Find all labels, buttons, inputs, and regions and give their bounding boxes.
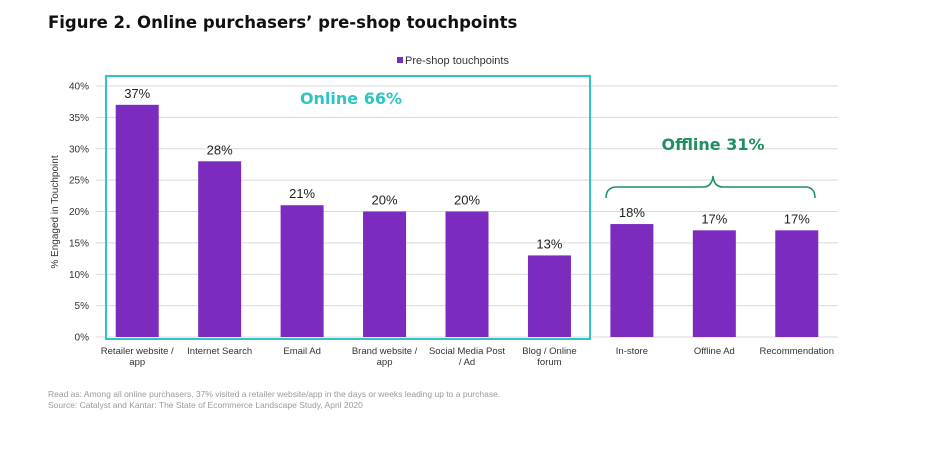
data-label: 21% (289, 186, 315, 201)
bar (363, 211, 407, 337)
data-label: 17% (701, 211, 727, 226)
legend-label: Pre-shop touchpoints (405, 55, 509, 67)
offline-group-label: Offline 31% (661, 135, 764, 154)
bar (198, 161, 242, 337)
y-tick-label: 15% (69, 238, 89, 249)
data-label: 20% (372, 193, 398, 208)
y-tick-label: 40% (69, 82, 89, 93)
x-tick-label: Email Ad (283, 346, 321, 357)
x-tick-label: / Ad (459, 357, 475, 368)
online-group-label: Online 66% (300, 89, 402, 108)
bar (775, 230, 819, 337)
legend-swatch (397, 57, 403, 63)
y-tick-label: 30% (69, 144, 89, 155)
source-note: Source: Catalyst and Kantar: The State o… (48, 400, 363, 410)
x-tick-label: Retailer website / (101, 346, 174, 357)
y-tick-label: 10% (69, 270, 89, 281)
y-tick-label: 20% (69, 207, 89, 218)
data-label: 20% (454, 193, 480, 208)
x-tick-label: forum (537, 357, 561, 368)
online-group-box (105, 75, 591, 340)
bar (692, 230, 736, 337)
bar (280, 205, 324, 337)
y-tick-label: 5% (75, 301, 90, 312)
x-tick-label: Offline Ad (694, 346, 735, 357)
x-tick-label: In-store (616, 346, 648, 357)
data-label: 28% (207, 142, 233, 157)
y-tick-label: 35% (69, 113, 89, 124)
offline-group-brace (605, 175, 816, 199)
x-tick-label: Recommendation (760, 346, 834, 357)
bar (115, 104, 159, 337)
y-tick-label: 0% (75, 333, 90, 344)
x-tick-label: Blog / Online (522, 346, 576, 357)
bar (445, 211, 489, 337)
bar (610, 224, 654, 337)
footnote: Read as: Among all online purchasers, 37… (48, 389, 501, 399)
y-tick-label: 25% (69, 176, 89, 187)
data-label: 18% (619, 205, 645, 220)
bars (115, 104, 819, 337)
y-axis-ticks: 0% 5% 10% 15% 20% 25% 30% 35% 40% (69, 82, 89, 344)
x-tick-label: Brand website / (352, 346, 418, 357)
figure-title: Figure 2. Online purchasers’ pre-shop to… (48, 13, 518, 32)
legend: Pre-shop touchpoints (397, 55, 509, 67)
x-tick-label: app (129, 357, 145, 368)
bar (527, 255, 571, 337)
y-axis-label: % Engaged in Touchpoint (50, 155, 61, 268)
x-tick-label: Internet Search (187, 346, 252, 357)
data-label: 17% (784, 211, 810, 226)
x-tick-label: Social Media Post (429, 346, 505, 357)
data-labels: 37% 28% 21% 20% 20% 13% 18% 17% 17% (124, 86, 810, 252)
data-label: 37% (124, 86, 150, 101)
x-tick-label: app (377, 357, 393, 368)
data-label: 13% (536, 236, 562, 251)
